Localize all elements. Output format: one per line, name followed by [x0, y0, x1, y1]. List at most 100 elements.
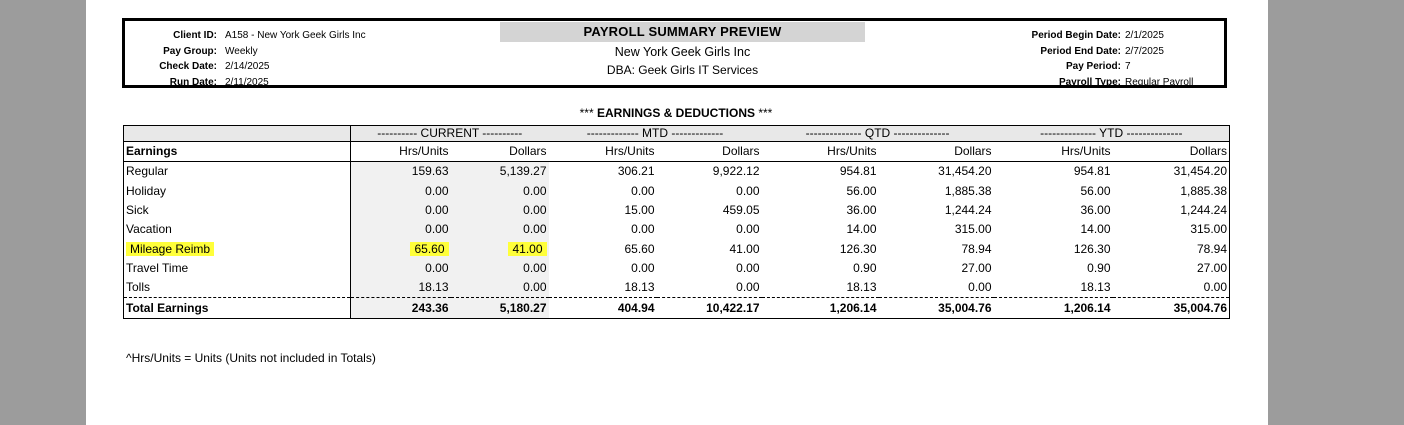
check-date-row: Check Date: 2/14/2025 [159, 61, 270, 72]
value-cell: 954.81 [762, 162, 879, 182]
value: 126.30 [839, 241, 877, 256]
value-cell: 0.00 [450, 258, 549, 279]
value-cell: 31,454.20 [879, 162, 994, 182]
value: 65.60 [624, 241, 655, 256]
earning-name: Mileage Reimb [126, 241, 215, 256]
value: 306.21 [617, 164, 655, 179]
earning-name-cell: Holiday [123, 181, 351, 201]
value: 954.81 [1073, 164, 1111, 179]
total-value: 5,180.27 [450, 297, 549, 319]
value: 954.81 [839, 164, 877, 179]
value-cell: 0.00 [350, 220, 451, 240]
value-cell: 0.00 [450, 181, 549, 201]
report-header-box: Client ID: A158 - New York Geek Girls Inc… [122, 18, 1227, 88]
value: 315.00 [954, 222, 992, 237]
value-cell: 27.00 [1112, 258, 1231, 279]
earnings-header: Earnings [123, 141, 351, 163]
client-info: Client ID: A158 - New York Geek Girls Inc… [129, 28, 366, 90]
table-row: Regular 159.63 5,139.27 306.21 9,922.12 954.8… [123, 161, 1231, 182]
client-id-row: Client ID: A158 - New York Geek Girls Inc [173, 30, 366, 41]
value: 0.00 [736, 280, 760, 295]
value: 78.94 [961, 241, 992, 256]
value-cell: 41.00 [450, 239, 549, 259]
value: 0.00 [523, 260, 547, 275]
column-header: Hrs/Units [993, 141, 1113, 163]
value: 0.00 [736, 183, 760, 198]
value-cell: 14.00 [994, 220, 1113, 239]
period-group-label: ---------- CURRENT ---------- [350, 125, 549, 142]
earning-name: Travel Time [126, 260, 189, 275]
footnote: ^Hrs/Units = Units (Units not included i… [126, 351, 376, 365]
value: 315.00 [1190, 222, 1228, 237]
period-group-label: -------------- YTD -------------- [993, 125, 1231, 142]
value-cell: 315.00 [879, 220, 994, 239]
earning-name-cell: Sick [123, 200, 351, 221]
value-cell: 0.00 [657, 220, 762, 239]
value-cell: 0.00 [657, 278, 762, 298]
value: 0.00 [425, 260, 449, 275]
value-cell: 56.00 [994, 182, 1113, 201]
period-end-row: Period End Date: 2/7/2025 [1040, 45, 1164, 57]
value: 1,244.24 [944, 203, 992, 218]
value: 56.00 [846, 183, 877, 198]
total-value: 35,004.76 [1112, 297, 1231, 319]
column-header: Hrs/Units [548, 141, 657, 163]
earnings-table: ---------- CURRENT ---------- -----------… [123, 125, 1231, 319]
value-cell: 18.13 [350, 278, 451, 298]
value: 0.00 [425, 222, 449, 237]
value: 0.00 [968, 280, 992, 295]
period-info: Period Begin Date: 2/1/2025 Period End Da… [961, 28, 1194, 90]
report-title: PAYROLL SUMMARY PREVIEW [500, 22, 865, 42]
value: 0.00 [523, 183, 547, 198]
value-cell: 1,885.38 [879, 182, 994, 201]
company-name: New York Geek Girls Inc [614, 45, 751, 59]
value: 0.00 [523, 222, 547, 237]
column-header: Dollars [450, 141, 549, 163]
value: 78.94 [1197, 241, 1228, 256]
value-cell: 0.00 [879, 278, 994, 298]
value: 27.00 [961, 260, 992, 275]
value: 36.00 [846, 203, 877, 218]
value: 0.00 [736, 260, 760, 275]
value-cell: 14.00 [762, 220, 879, 239]
column-header: Hrs/Units [350, 141, 451, 163]
value: 65.60 [410, 241, 449, 256]
value-cell: 18.13 [762, 278, 879, 298]
period-begin-row: Period Begin Date: 2/1/2025 [1031, 30, 1164, 41]
value-cell: 41.00 [657, 239, 762, 258]
value-cell: 0.00 [450, 200, 549, 221]
value-cell: 78.94 [879, 239, 994, 258]
value: 41.00 [508, 241, 547, 256]
value-cell: 27.00 [879, 259, 994, 278]
value-cell: 126.30 [994, 239, 1113, 258]
value-cell: 0.00 [549, 259, 657, 278]
total-value: 1,206.14 [761, 297, 879, 319]
earning-name: Sick [126, 203, 149, 218]
value: 18.13 [624, 280, 655, 295]
earning-name-cell: Mileage Reimb [123, 239, 351, 259]
total-label: Total Earnings [123, 297, 351, 319]
pay-period-row: Pay Period: 7 [1065, 61, 1131, 72]
table-row: Sick 0.00 0.00 15.00 459.05 36.00 1,244.24 36.0… [123, 200, 1231, 221]
value: 14.00 [846, 222, 877, 237]
value-cell: 5,139.27 [450, 161, 549, 182]
value: 14.00 [1080, 222, 1111, 237]
period-group-label: -------------- QTD -------------- [761, 125, 994, 142]
value-cell: 0.00 [657, 182, 762, 201]
group-blank-cell [123, 125, 351, 142]
section-heading: *** EARNINGS & DEDUCTIONS *** [579, 106, 773, 120]
total-value: 35,004.76 [878, 297, 994, 319]
value: 27.00 [1197, 260, 1228, 275]
value: 126.30 [1073, 241, 1111, 256]
earning-name: Vacation [126, 222, 172, 237]
value-cell: 1,885.38 [1112, 181, 1231, 201]
value-cell: 0.00 [350, 200, 451, 221]
value: 0.90 [1087, 260, 1111, 275]
earning-name-cell: Vacation [123, 220, 351, 240]
value: 9,922.12 [712, 164, 760, 179]
table-row: Mileage Reimb 65.60 41.00 65.60 41.00 126.30 7… [123, 239, 1231, 259]
column-header: Hrs/Units [761, 141, 879, 163]
payroll-type-row: Payroll Type: Regular Payroll [1058, 76, 1194, 88]
value: 1,885.38 [944, 183, 992, 198]
value-cell: 0.00 [350, 258, 451, 279]
